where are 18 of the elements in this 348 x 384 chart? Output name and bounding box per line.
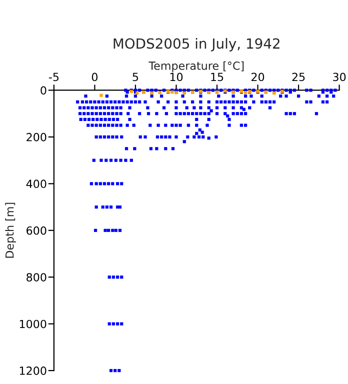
y-axis-title: Depth [m] [5, 202, 16, 258]
x-tick-label: -5 [48, 72, 59, 82]
x-tick-label: 15 [211, 72, 224, 82]
y-tick-label: 600 [26, 226, 46, 235]
y-tick-label: 200 [26, 132, 46, 142]
x-tick-label: 5 [132, 72, 138, 82]
x-tick-label: 20 [252, 72, 264, 82]
y-tick-label: 400 [26, 180, 46, 188]
x-tick-label: 0 [92, 72, 98, 82]
y-tick-label: 1000 [20, 320, 46, 328]
x-tick-label: 25 [292, 72, 305, 82]
y-tick-label: 1200 [20, 366, 46, 375]
x-tick-label: 30 [333, 72, 346, 82]
y-tick-label: 0 [40, 86, 46, 95]
x-tick-label: 10 [170, 72, 183, 82]
y-tick-label: 800 [26, 273, 46, 282]
chart-title: MODS2005 in July, 1942 [114, 38, 280, 52]
x-axis-title: Temperature [°C] [148, 61, 244, 72]
